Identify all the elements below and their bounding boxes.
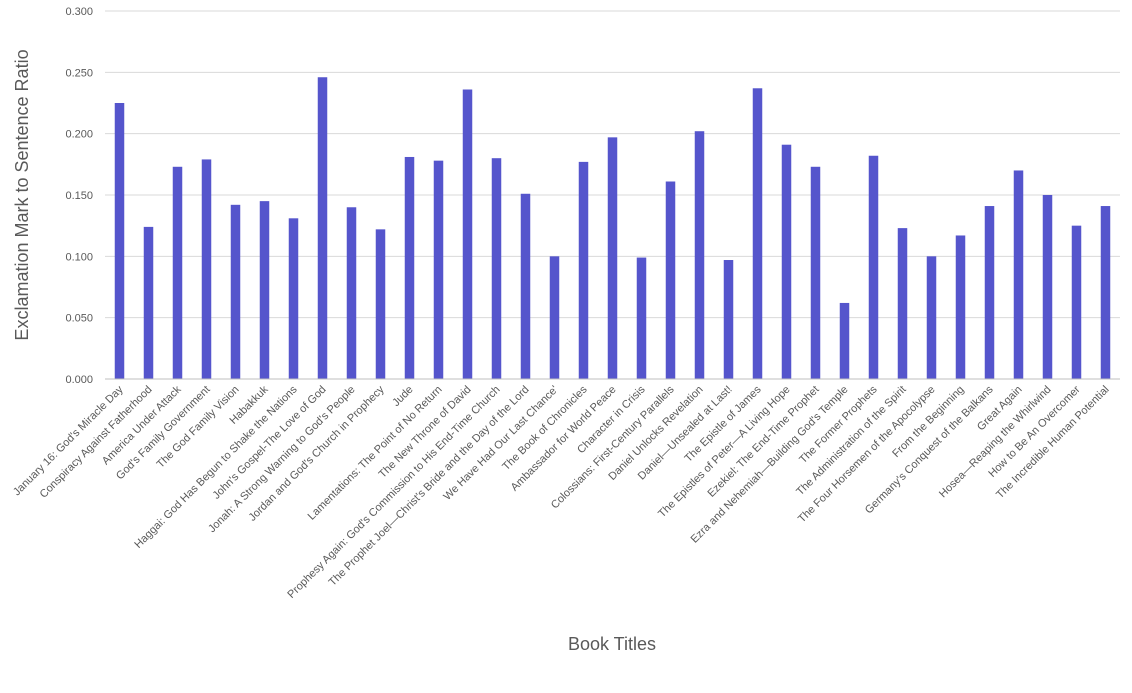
bar [1071,225,1082,379]
y-tick-label: 0.050 [65,313,93,325]
bar [984,206,995,379]
bar [781,144,792,379]
bar [868,155,879,379]
y-tick-label: 0.150 [65,190,93,202]
bar [143,226,154,379]
bar [462,89,473,380]
bar [317,77,328,380]
y-tick-label: 0.200 [65,129,93,141]
bar [578,161,589,379]
bar [346,207,357,379]
bar [839,302,850,379]
bars [114,77,1111,380]
bar [404,156,415,379]
bar [230,204,241,379]
y-tick-label: 0.000 [65,374,93,386]
x-tick-label: January 16: God's Miracle Day [11,383,126,498]
bar [201,159,212,379]
x-tick-label: Conspiracy Against Fatherhood [38,384,155,501]
bar [375,229,386,379]
bar [491,158,502,379]
bar [520,193,531,379]
y-tick-label: 0.300 [65,6,93,18]
bar [752,88,763,379]
bar [1013,170,1024,379]
bar [114,103,125,379]
x-axis-title: Book Titles [568,634,656,654]
bar [549,256,560,379]
y-tick-label: 0.250 [65,67,93,79]
bar [723,260,734,379]
bar [288,218,299,379]
bar [897,228,908,379]
bar [926,256,937,379]
bar [259,201,270,379]
bar [172,166,183,379]
bar [607,137,618,379]
bar [810,166,821,379]
bar [955,235,966,379]
bar [1100,206,1111,379]
y-tick-label: 0.100 [65,251,93,263]
y-axis-ticks: 0.000 0.050 0.100 0.150 0.200 0.250 0.300 [65,6,93,386]
bar [433,160,444,379]
bar [665,181,676,379]
y-axis-title: Exclamation Mark to Sentence Ratio [12,49,32,340]
bar [1042,195,1053,379]
x-axis-ticks: January 16: God's Miracle DayConspiracy … [11,383,1112,601]
bar [694,131,705,379]
bar [636,257,647,379]
x-tick-label: Jude [390,384,415,409]
